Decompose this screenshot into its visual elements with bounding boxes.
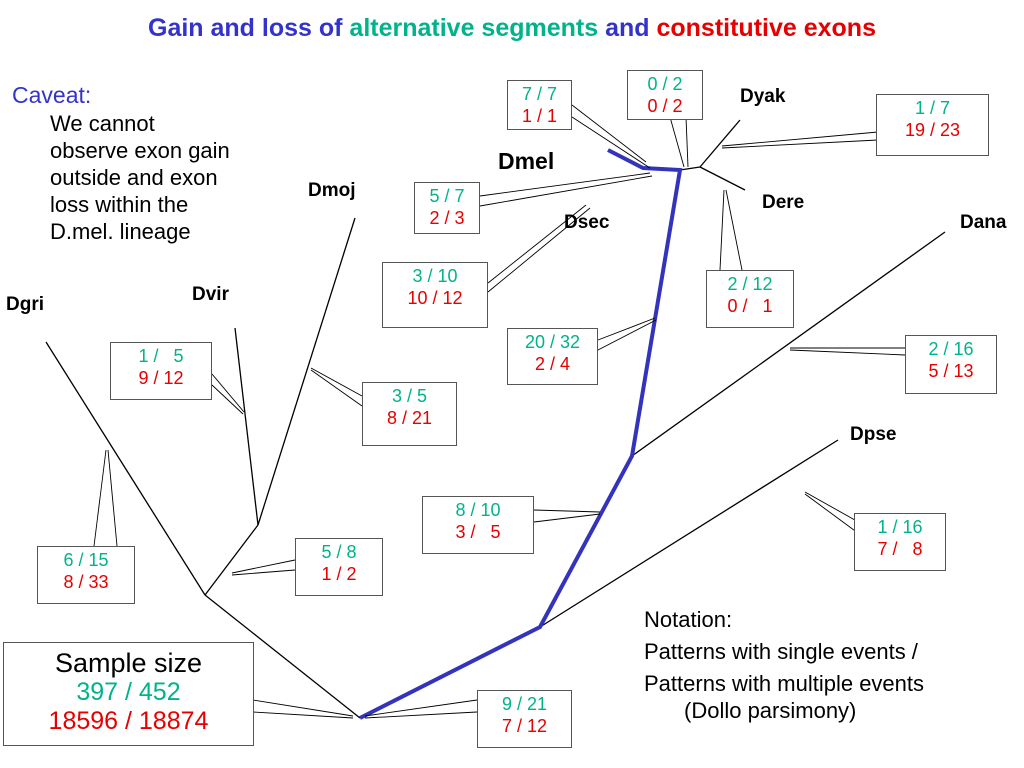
- taxon-dgri: Dgri: [6, 294, 44, 315]
- multi-events: 9 / 12: [138, 368, 184, 388]
- title-part-4: constitutive exons: [656, 14, 876, 42]
- branch-box-virmoj: 5 / 8 1 / 2: [295, 538, 383, 596]
- single-events: 2 / 12: [727, 274, 773, 294]
- single-events: 0 / 2: [647, 74, 683, 94]
- title-part-1: Gain and loss of: [148, 14, 350, 42]
- branch-box-dana: 2 / 16 5 / 13: [905, 335, 997, 394]
- sample-size-heading: Sample size: [54, 648, 203, 678]
- multi-events: 2 / 4: [534, 354, 571, 374]
- caveat-line: loss within the: [50, 192, 189, 217]
- notation-line-2: Patterns with multiple events: [644, 671, 925, 696]
- branch-box-dyak: 1 / 7 19 / 23: [876, 94, 989, 156]
- branch-box-melgroup: 20 / 32 2 / 4: [507, 328, 598, 385]
- connector-lines: [93, 104, 906, 719]
- branch-box-dmel: 7 / 7 1 / 1: [507, 80, 572, 130]
- multi-events: 2 / 3: [429, 208, 465, 228]
- taxon-dsec: Dsec: [564, 212, 610, 233]
- single-events: 3 / 5: [391, 386, 428, 406]
- notation-line-1: Patterns with single events /: [644, 639, 918, 664]
- single-events: 1 / 5: [138, 346, 184, 366]
- multi-events: 7 / 8: [877, 539, 923, 559]
- branch-box-root: 9 / 21 7 / 12: [477, 690, 572, 748]
- single-events: 8 / 10: [455, 500, 501, 520]
- dmel-lineage-path: [359, 148, 683, 720]
- branch-box-sophophora: 8 / 10 3 / 5: [422, 496, 534, 554]
- notation-legend: Notation: Patterns with single events / …: [644, 604, 924, 722]
- branch-box-dmoj: 3 / 5 8 / 21: [362, 382, 457, 446]
- multi-events: 19 / 23: [904, 120, 961, 140]
- taxon-dmel: Dmel: [498, 148, 555, 174]
- taxon-dvir: Dvir: [192, 284, 229, 305]
- title-part-3: and: [598, 14, 657, 42]
- notation-heading: Notation:: [644, 607, 733, 632]
- title-part-2: alternative segments: [349, 14, 599, 42]
- caveat-line: D.mel. lineage: [50, 219, 191, 244]
- single-events: 6 / 15: [63, 550, 109, 570]
- taxon-dyak: Dyak: [740, 86, 786, 107]
- single-events: 20 / 32: [524, 332, 581, 352]
- single-events: 5 / 8: [321, 542, 357, 562]
- branch-box-dvir: 1 / 5 9 / 12: [110, 342, 212, 400]
- sample-size-multi: 18596 / 18874: [48, 707, 209, 735]
- single-events: 1 / 16: [877, 517, 923, 537]
- single-events: 2 / 16: [928, 339, 974, 359]
- single-events: 9 / 21: [501, 694, 548, 714]
- caveat-line: We cannot: [50, 111, 155, 136]
- notation-line-3: (Dollo parsimony): [684, 698, 857, 723]
- branch-box-dpse: 1 / 16 7 / 8: [854, 513, 946, 571]
- branch-box-melsub: 3 / 10 10 / 12: [382, 262, 488, 328]
- taxon-dpse: Dpse: [850, 424, 897, 445]
- slide-title: Gain and loss of alternative segments an…: [0, 14, 1024, 43]
- sample-size-single: 397 / 452: [76, 678, 181, 706]
- branch-box-dgri: 6 / 15 8 / 33: [37, 546, 135, 604]
- multi-events: 8 / 33: [63, 572, 109, 592]
- caveat-text: We cannot observe exon gain outside and …: [50, 110, 295, 245]
- taxon-dana: Dana: [960, 212, 1007, 233]
- single-events: 3 / 10: [412, 266, 458, 286]
- taxon-dere: Dere: [762, 192, 805, 213]
- multi-events: 8 / 21: [386, 408, 433, 428]
- multi-events: 3 / 5: [455, 522, 501, 542]
- multi-events: 7 / 12: [501, 716, 548, 736]
- multi-events: 0 / 1: [727, 296, 773, 316]
- tree-branches: [45, 119, 946, 719]
- caveat-line: observe exon gain: [50, 138, 230, 163]
- multi-events: 0 / 2: [647, 96, 683, 116]
- single-events: 7 / 7: [521, 84, 558, 104]
- single-events: 5 / 7: [429, 186, 465, 206]
- branch-box-dere: 2 / 12 0 / 1: [706, 270, 794, 328]
- caveat-line: outside and exon: [50, 165, 218, 190]
- multi-events: 5 / 13: [928, 361, 974, 381]
- sample-size-box: Sample size 397 / 452 18596 / 18874: [3, 642, 254, 746]
- multi-events: 1 / 2: [321, 564, 357, 584]
- taxon-dmoj: Dmoj: [308, 180, 356, 201]
- branch-box-dsec: 5 / 7 2 / 3: [414, 182, 480, 234]
- branch-box-mel-sec: 0 / 2 0 / 2: [627, 70, 703, 120]
- caveat-heading: Caveat:: [12, 82, 92, 108]
- single-events: 1 / 7: [914, 98, 951, 118]
- multi-events: 1 / 1: [521, 106, 558, 126]
- multi-events: 10 / 12: [407, 288, 463, 308]
